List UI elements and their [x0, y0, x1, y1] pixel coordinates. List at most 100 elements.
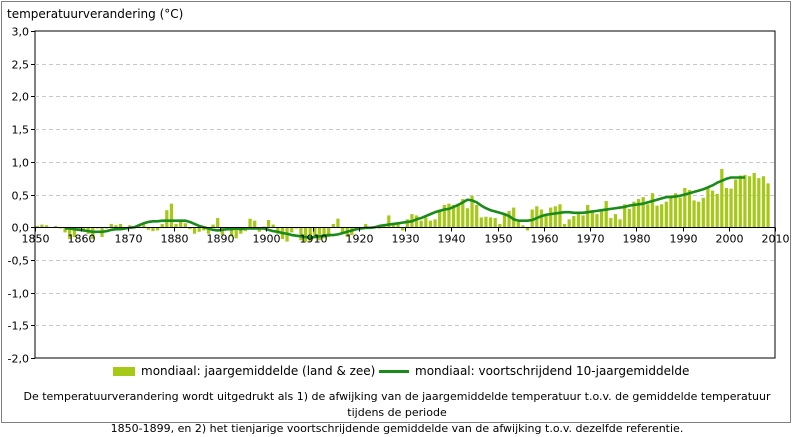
x-tick-label: 1980 [623, 233, 651, 246]
bar [650, 193, 655, 228]
bar [44, 225, 49, 228]
bar [664, 201, 668, 228]
bar [544, 214, 548, 228]
bar [521, 225, 525, 228]
bar [414, 215, 419, 228]
bar [433, 219, 437, 228]
bar [502, 214, 507, 228]
bar [720, 168, 724, 228]
chart-canvas: 3,0 2,5 2,0 1,5 1,0 0,5 0,0 -0,5 -1,0 -1,5 -2,0 18… [8, 26, 790, 366]
bar [155, 227, 160, 231]
bar [54, 225, 58, 228]
y-tick-labels: 3,0 2,5 2,0 1,5 1,0 0,5 0,0 -0,5 -1,0 -1,5 -2,0 [8, 26, 29, 366]
bar [673, 193, 678, 228]
legend-bar-swatch [113, 366, 135, 376]
bar [692, 200, 696, 228]
bar [317, 227, 322, 241]
bar [364, 223, 368, 228]
x-tick-label: 1920 [346, 233, 374, 246]
axes [31, 31, 776, 359]
y-tick-label: 1,5 [12, 124, 30, 137]
bar [488, 217, 493, 228]
bar [627, 208, 631, 228]
bar [493, 218, 497, 228]
bar [516, 221, 520, 228]
bar [387, 215, 391, 228]
bar [465, 208, 470, 228]
bar [40, 224, 44, 228]
bar [447, 203, 451, 228]
bar [253, 220, 257, 228]
bar [530, 209, 534, 228]
bar [206, 227, 211, 234]
bar [234, 227, 238, 239]
bar [710, 190, 715, 228]
y-tick-label: 0,5 [12, 190, 30, 203]
bar [641, 197, 645, 228]
bar [68, 227, 72, 239]
x-tick-label: 2010 [762, 233, 790, 246]
y-tick-label: 3,0 [12, 26, 30, 39]
bar [613, 214, 618, 228]
bar [114, 225, 118, 228]
bar [322, 227, 326, 239]
bar [77, 227, 81, 230]
x-tick-label: 1910 [300, 233, 328, 246]
legend-item-line: mondiaal: voortschrijdend 10-jaargemidde… [379, 364, 689, 378]
bar [266, 220, 271, 228]
bar [299, 227, 303, 241]
x-tick-label: 1970 [577, 233, 605, 246]
bar [81, 227, 86, 231]
footnote-line-1: De temperatuurverandering wordt uitgedru… [23, 390, 771, 419]
footnote: De temperatuurverandering wordt uitgedru… [20, 389, 774, 437]
bar [549, 207, 553, 228]
bar [248, 218, 252, 228]
bar [331, 223, 335, 228]
bar [188, 227, 192, 230]
bar [438, 209, 442, 228]
bar [590, 210, 594, 228]
bar [632, 201, 636, 228]
bar [729, 188, 733, 228]
y-axis-label: temperatuurverandering (°C) [7, 7, 184, 21]
bar [586, 204, 590, 228]
bar [669, 195, 673, 228]
bar [202, 227, 206, 231]
x-tick-label: 1890 [207, 233, 235, 246]
bar [752, 172, 756, 228]
plot-area [34, 30, 776, 359]
bar [35, 225, 39, 228]
x-tick-label: 1930 [392, 233, 420, 246]
bar [553, 206, 557, 228]
bar [470, 195, 474, 228]
bar [706, 187, 710, 228]
bar [498, 223, 502, 228]
x-tick-label: 1870 [115, 233, 143, 246]
bar [197, 227, 201, 232]
bar [539, 209, 544, 228]
y-tick-label: 2,5 [12, 59, 30, 72]
bar [655, 205, 659, 228]
bar [239, 227, 243, 234]
y-tick-label: 0,0 [12, 222, 30, 235]
bar [618, 219, 622, 228]
bar [646, 204, 650, 228]
bar [475, 204, 479, 228]
bar [604, 201, 608, 228]
bar [336, 218, 340, 228]
x-tick-label: 1940 [438, 233, 466, 246]
bar [484, 216, 488, 228]
line-series [65, 176, 745, 239]
bar [290, 227, 294, 233]
y-tick-label: -2,0 [8, 353, 29, 366]
y-tick-label: -1,0 [8, 288, 29, 301]
bar [151, 227, 155, 232]
x-tick-label: 1950 [485, 233, 513, 246]
bar [507, 210, 511, 228]
bar [174, 223, 178, 228]
bar [636, 199, 641, 228]
bar [142, 223, 146, 228]
bar [562, 223, 567, 228]
bar [724, 187, 729, 228]
legend-bar-label: mondiaal: jaargemiddelde (land & zee) [141, 364, 376, 378]
